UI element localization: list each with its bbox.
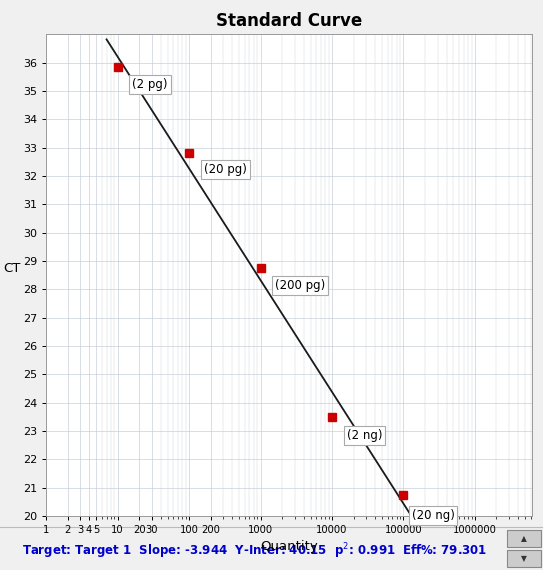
Text: (20 pg): (20 pg) [204, 163, 247, 176]
Text: (2 pg): (2 pg) [132, 78, 168, 91]
Text: (2 ng): (2 ng) [346, 429, 382, 442]
Text: (20 ng): (20 ng) [412, 508, 454, 522]
FancyBboxPatch shape [507, 530, 541, 547]
Title: Standard Curve: Standard Curve [216, 12, 362, 30]
X-axis label: Quantity: Quantity [260, 540, 318, 553]
Text: (200 pg): (200 pg) [275, 279, 325, 292]
Text: Target: Target 1  Slope: -3.944  Y-Inter: 40.15  p$^2$: 0.991  Eff%: 79.301: Target: Target 1 Slope: -3.944 Y-Inter: … [22, 541, 487, 560]
Y-axis label: CT: CT [3, 262, 21, 275]
Text: ▼: ▼ [521, 555, 527, 563]
Text: ▲: ▲ [521, 534, 527, 543]
FancyBboxPatch shape [507, 551, 541, 568]
